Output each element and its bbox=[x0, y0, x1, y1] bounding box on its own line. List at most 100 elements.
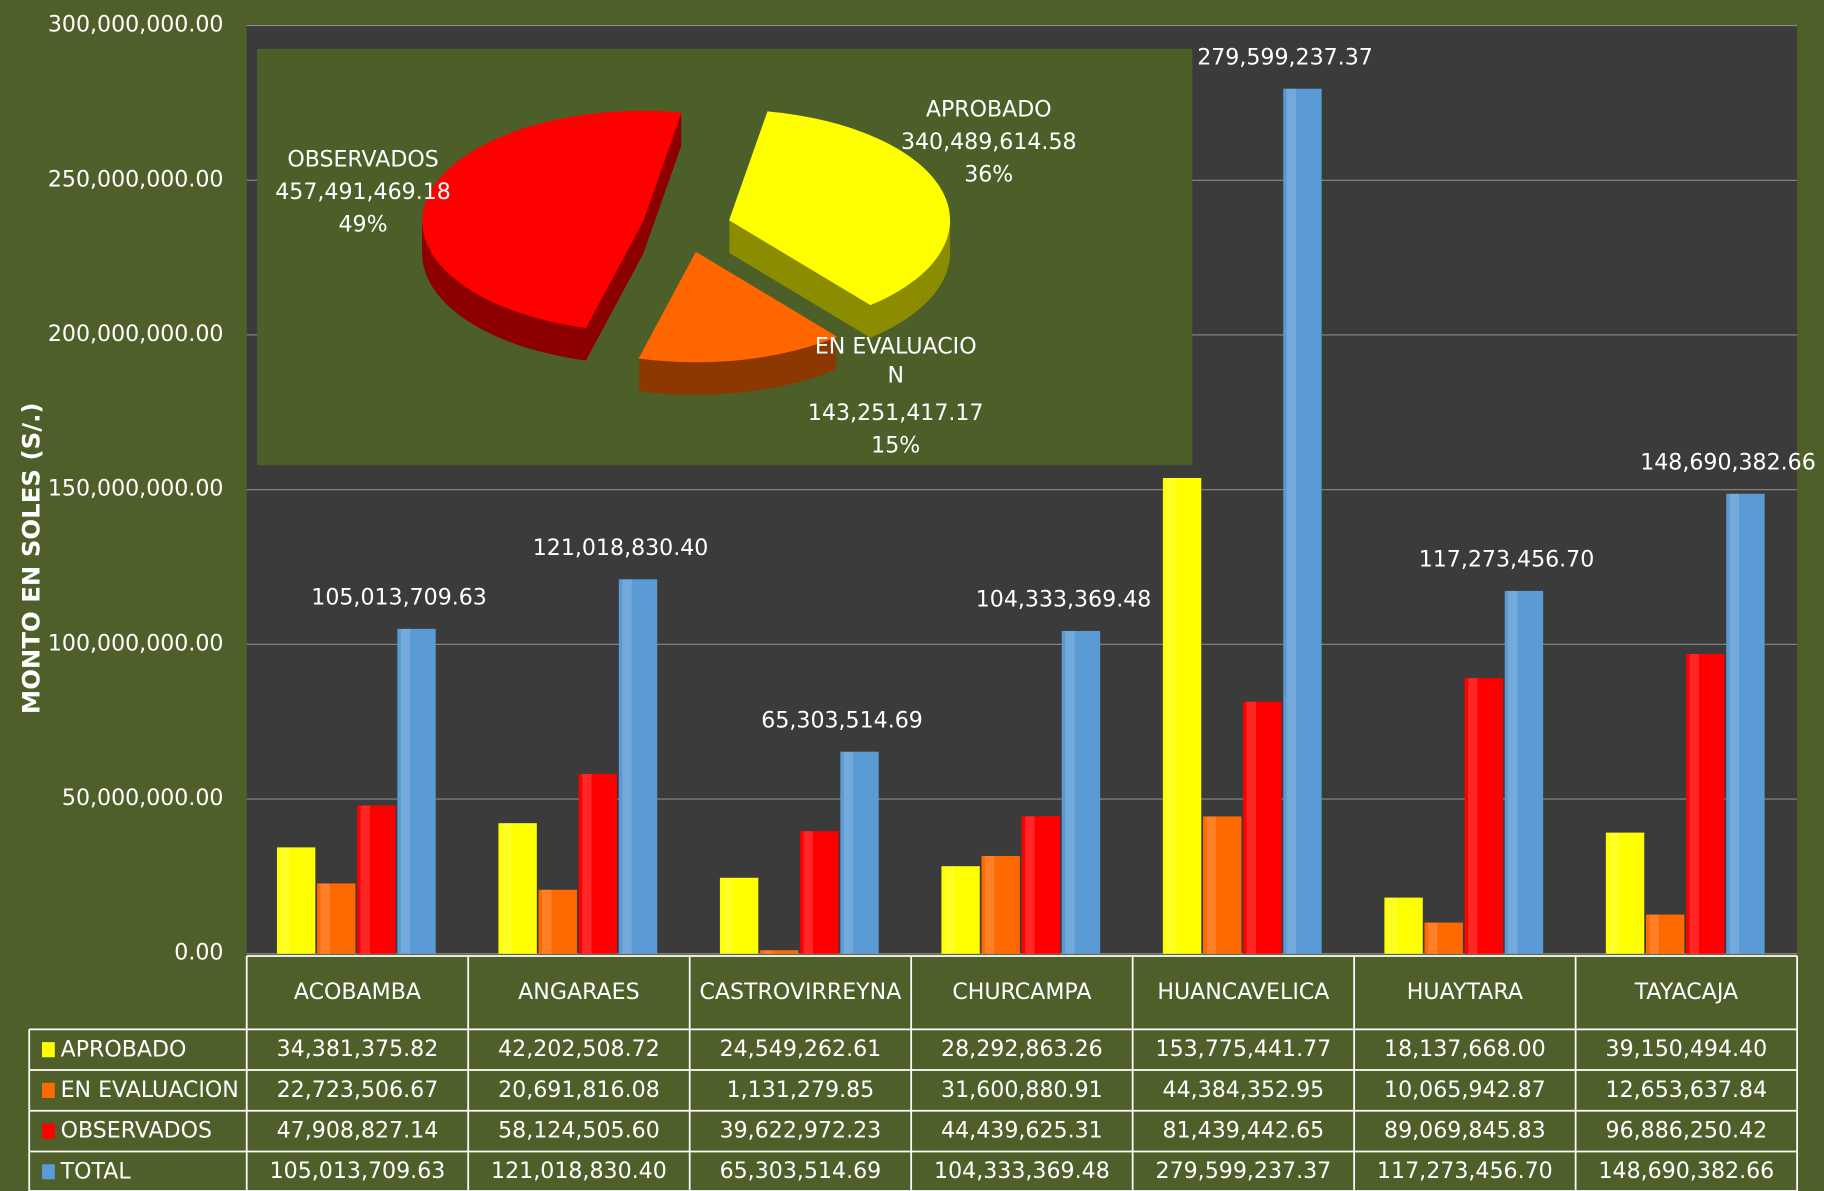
bar-shine bbox=[1206, 816, 1216, 954]
bar bbox=[1605, 832, 1645, 954]
bar-shine bbox=[803, 831, 813, 954]
legend-label: APROBADO bbox=[61, 1036, 187, 1062]
table-value-box: 31,600,880.91 bbox=[941, 1077, 1103, 1103]
pie-category-label-box: EN EVALUACION bbox=[815, 334, 977, 388]
legend-swatch bbox=[42, 1123, 55, 1139]
pie-value-label: 143,251,417.17 bbox=[808, 400, 984, 426]
pie-category-label: APROBADO bbox=[926, 96, 1052, 122]
table-value-box: 20,691,816.08 bbox=[498, 1077, 660, 1103]
y-tick-label: 200,000,000.00 bbox=[48, 321, 224, 347]
category-label: HUANCAVELICA bbox=[1157, 979, 1330, 1006]
table-value: 1,131,279.85 bbox=[726, 1077, 875, 1103]
table-value: 10,065,942.87 bbox=[1384, 1077, 1546, 1103]
table-value-box: 153,775,441.77 bbox=[1156, 1036, 1332, 1062]
table-value-box: 12,653,637.84 bbox=[1606, 1077, 1768, 1103]
table-value: 148,690,382.66 bbox=[1598, 1158, 1775, 1185]
table-value-box: 81,439,442.65 bbox=[1162, 1117, 1325, 1144]
y-tick-label: 50,000,000.00 bbox=[62, 785, 224, 811]
category-label: TAYACAJA bbox=[1634, 979, 1739, 1006]
y-tick-label: 250,000,000.00 bbox=[48, 166, 224, 192]
bar-shine bbox=[1689, 653, 1699, 954]
bar-shine bbox=[723, 877, 733, 954]
bar bbox=[1686, 653, 1725, 954]
bar bbox=[498, 823, 537, 954]
table-value-box: 96,886,250.42 bbox=[1605, 1117, 1768, 1144]
bar bbox=[578, 773, 618, 954]
bar-shine bbox=[1649, 914, 1659, 954]
data-label: 148,690,382.66 bbox=[1640, 449, 1816, 475]
bar bbox=[1203, 816, 1242, 954]
legend-label: TOTAL bbox=[60, 1158, 132, 1184]
table-value-box: 121,018,830.40 bbox=[491, 1159, 667, 1185]
table-value: 39,150,494.40 bbox=[1605, 1036, 1768, 1063]
data-label: 104,333,369.48 bbox=[976, 587, 1152, 613]
table-value: 89,069,845.83 bbox=[1384, 1117, 1546, 1144]
y-tick-label: 300,000,000.00 bbox=[48, 12, 224, 38]
data-label: 279,599,237.37 bbox=[1197, 44, 1373, 70]
bar bbox=[1424, 922, 1463, 954]
category-label-box: CASTROVIRREYNA bbox=[699, 980, 901, 1006]
y-axis-title: MONTO EN SOLES (S/.) bbox=[17, 402, 46, 714]
data-label: 105,013,709.63 bbox=[311, 585, 487, 611]
bar bbox=[1384, 897, 1423, 954]
table-value: 18,137,668.00 bbox=[1384, 1036, 1546, 1063]
table-value: 28,292,863.26 bbox=[941, 1036, 1103, 1063]
category-label: ACOBAMBA bbox=[293, 979, 422, 1006]
table-value-box: 104,333,369.48 bbox=[934, 1158, 1110, 1185]
bar-shine bbox=[320, 883, 330, 954]
bar bbox=[1645, 914, 1685, 954]
bar-shine bbox=[360, 805, 371, 954]
table-value: 65,303,514.69 bbox=[719, 1158, 882, 1185]
table-value-box: 44,384,352.95 bbox=[1163, 1077, 1325, 1103]
bar bbox=[1061, 630, 1101, 954]
bar-shine bbox=[944, 866, 955, 954]
table-value-box: 117,273,456.70 bbox=[1377, 1159, 1553, 1185]
table-value: 81,439,442.65 bbox=[1162, 1117, 1325, 1144]
bar-shine bbox=[1508, 590, 1518, 954]
category-label-box: CHURCAMPA bbox=[952, 980, 1091, 1006]
pie-percent-label: 15% bbox=[871, 433, 920, 459]
legend-swatch bbox=[42, 1164, 55, 1180]
bar-shine bbox=[1427, 922, 1438, 954]
bar bbox=[760, 950, 799, 954]
table-value: 104,333,369.48 bbox=[934, 1158, 1110, 1185]
pie-slice bbox=[729, 111, 951, 306]
bar bbox=[357, 805, 396, 954]
bar bbox=[317, 883, 356, 954]
bar-shine bbox=[501, 823, 512, 954]
table-value-box: 34,381,375.82 bbox=[276, 1036, 439, 1063]
table-value-box: 1,131,279.85 bbox=[726, 1077, 875, 1103]
pie-slice bbox=[422, 110, 682, 328]
bar-shine bbox=[542, 889, 552, 954]
bar bbox=[1464, 678, 1504, 954]
table-value: 96,886,250.42 bbox=[1605, 1117, 1768, 1144]
table-value-box: 148,690,382.66 bbox=[1598, 1158, 1775, 1185]
bar-shine bbox=[763, 950, 773, 954]
table-value-box: 44,439,625.31 bbox=[941, 1117, 1103, 1144]
table-value: 24,549,262.61 bbox=[719, 1036, 882, 1063]
bar bbox=[981, 855, 1020, 954]
pie-category-label: OBSERVADOS bbox=[287, 147, 438, 173]
table-value-box: 39,622,972.23 bbox=[720, 1118, 882, 1144]
y-tick-label: 0.00 bbox=[174, 940, 223, 966]
pie-slice bbox=[638, 251, 838, 363]
bar-shine bbox=[843, 751, 854, 954]
table-value-box: 89,069,845.83 bbox=[1384, 1117, 1546, 1144]
pie-value-label: 457,491,469.18 bbox=[275, 179, 451, 205]
table-value: 44,439,625.31 bbox=[941, 1117, 1103, 1144]
y-tick-label: 150,000,000.00 bbox=[48, 476, 224, 502]
bar-shine bbox=[1468, 678, 1478, 954]
category-label: HUAYTARA bbox=[1406, 979, 1523, 1006]
table-value: 34,381,375.82 bbox=[276, 1036, 439, 1063]
bar bbox=[397, 628, 436, 954]
bar bbox=[1021, 816, 1061, 954]
bar-shine bbox=[622, 579, 632, 954]
bar bbox=[1243, 701, 1282, 954]
bar-shine bbox=[1065, 630, 1075, 954]
bar-shine bbox=[400, 628, 411, 954]
bar bbox=[840, 751, 879, 954]
bar-shine bbox=[1025, 816, 1035, 954]
bar bbox=[941, 866, 980, 954]
table-value: 279,599,237.37 bbox=[1155, 1158, 1332, 1185]
